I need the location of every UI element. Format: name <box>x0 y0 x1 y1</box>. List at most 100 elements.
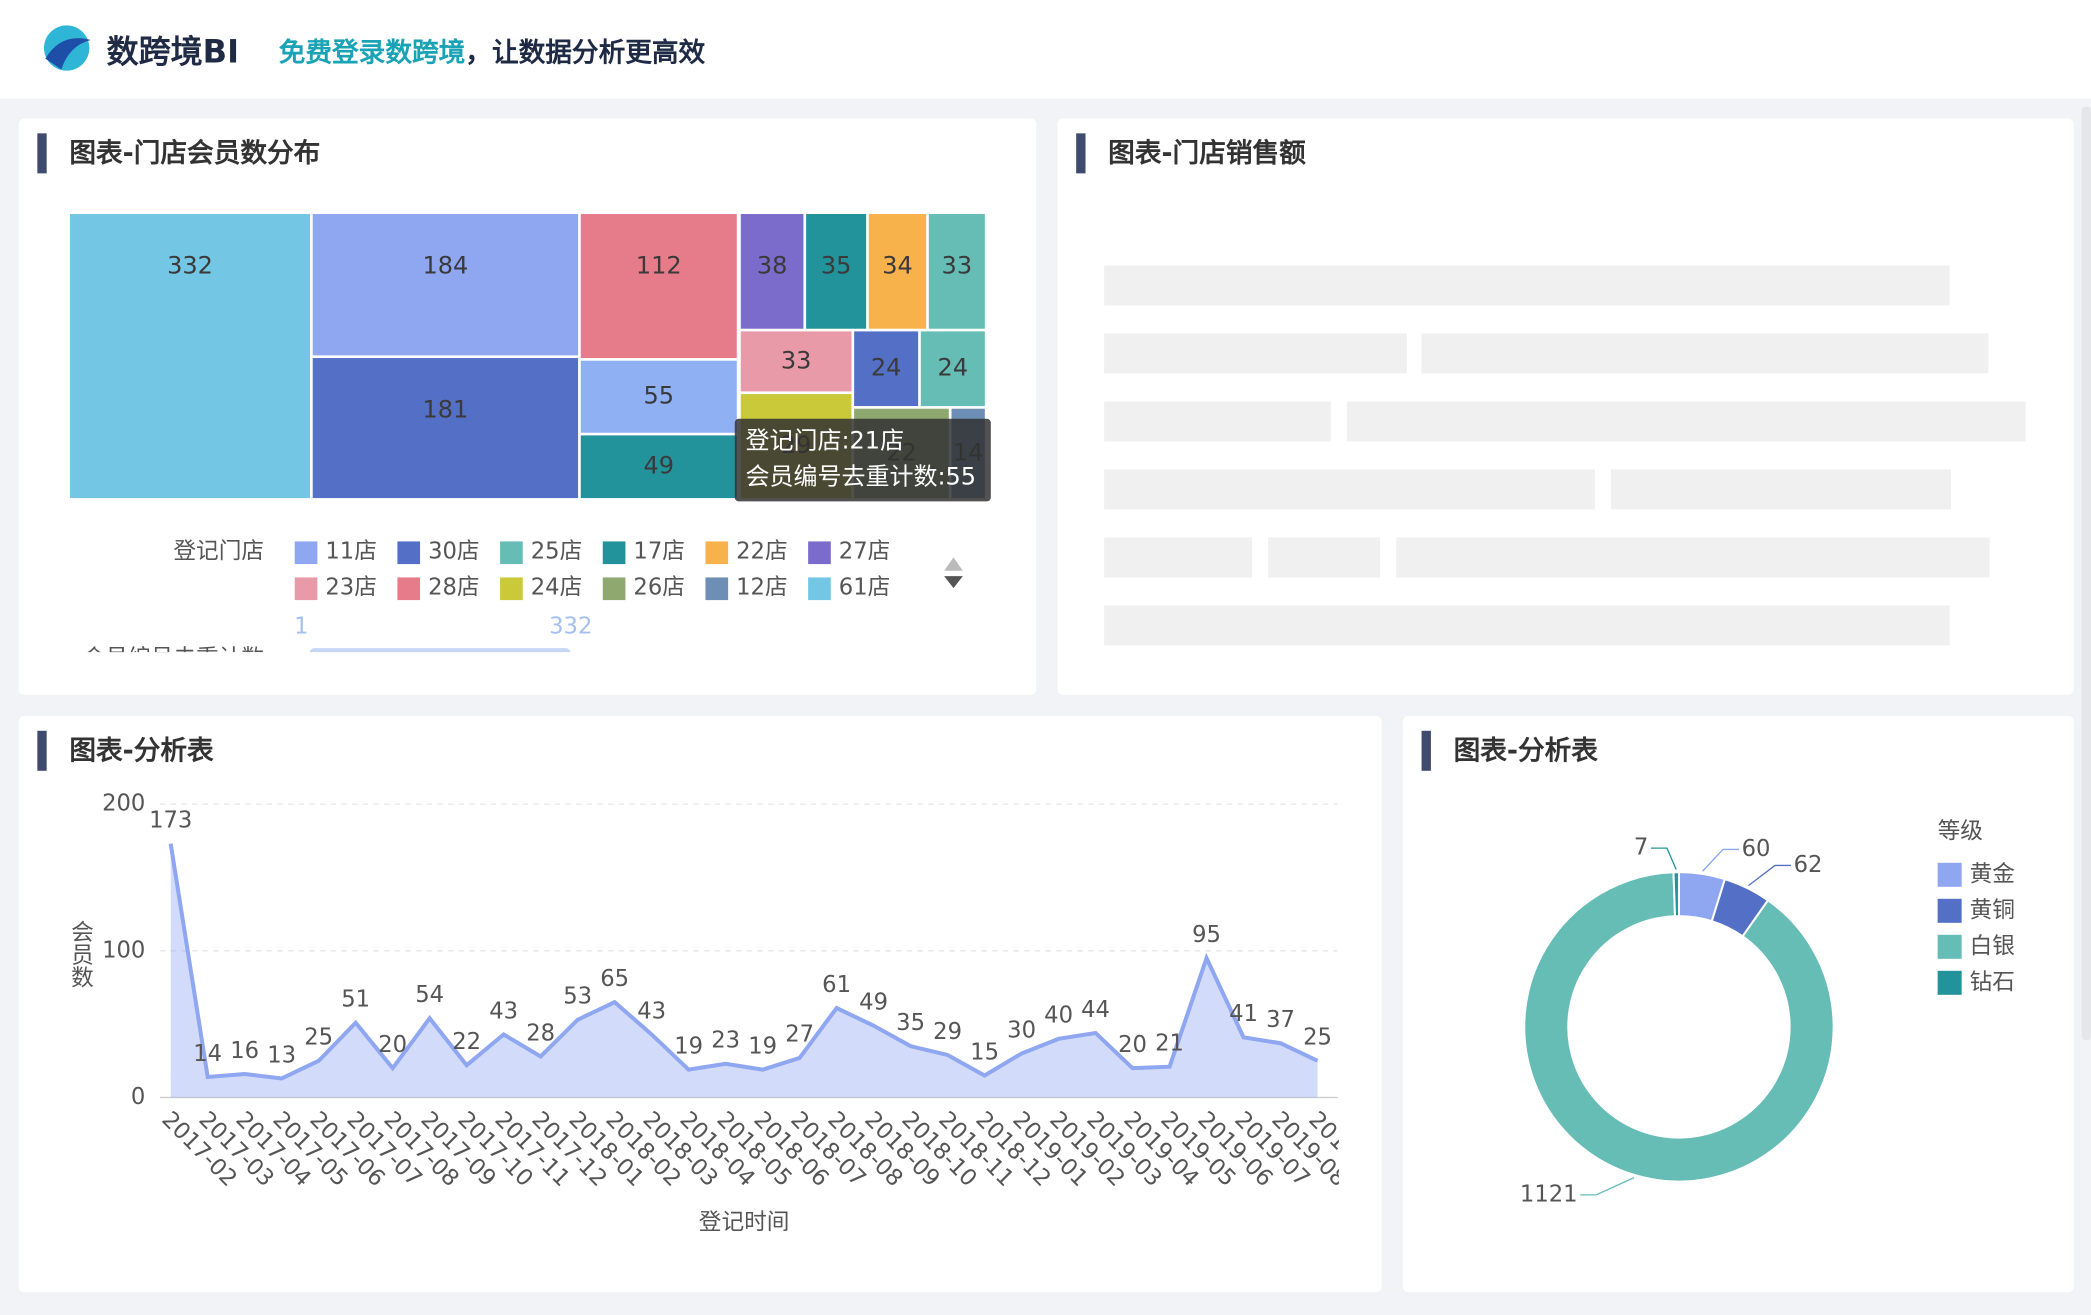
treemap-cell[interactable] <box>739 330 853 393</box>
legend-swatch[interactable] <box>705 541 729 565</box>
legend-swatch[interactable] <box>294 577 318 601</box>
legend-label[interactable]: 26店 <box>633 575 685 601</box>
legend-label[interactable]: 25店 <box>531 539 583 565</box>
value-label: 43 <box>637 998 666 1024</box>
legend-swatch[interactable] <box>808 577 831 601</box>
legend-page-down[interactable] <box>944 576 963 589</box>
value-label: 19 <box>748 1033 777 1059</box>
treemap-cell[interactable] <box>311 212 580 357</box>
treemap-cell[interactable] <box>579 434 739 500</box>
treemap-label: 112 <box>636 252 682 280</box>
value-label: 30 <box>1007 1017 1036 1043</box>
treemap-cell[interactable] <box>927 212 987 331</box>
loading-skeleton <box>1104 265 2026 646</box>
visual-map-title: 会员编号去重计数 <box>83 645 265 671</box>
skeleton-bar <box>1104 333 1407 374</box>
value-label: 27 <box>785 1022 814 1048</box>
y-tick-label: 0 <box>131 1084 145 1110</box>
visual-map-bar[interactable] <box>309 648 571 659</box>
treemap-cell[interactable] <box>852 330 920 408</box>
value-label: 20 <box>378 1032 407 1058</box>
legend-label[interactable]: 61店 <box>839 575 891 601</box>
tooltip-text: 登记门店:21店 <box>745 426 904 454</box>
treemap-cell[interactable] <box>68 212 312 500</box>
treemap-cell[interactable] <box>579 359 739 435</box>
legend-title: 等级 <box>1938 819 1983 845</box>
legend-title: 登记门店 <box>173 539 264 565</box>
legend-swatch[interactable] <box>397 541 421 565</box>
value-label: 54 <box>415 982 444 1008</box>
legend-swatch[interactable] <box>705 577 729 601</box>
value-label: 15 <box>970 1039 999 1065</box>
slogan-highlight[interactable]: 免费登录数跨境 <box>279 37 466 68</box>
skeleton-bar <box>1104 401 1331 442</box>
logo-text[interactable]: 数跨境BI <box>107 32 239 70</box>
value-label: 40 <box>1044 1003 1073 1029</box>
treemap-label: 35 <box>821 252 852 280</box>
skeleton-bar <box>1396 537 1990 578</box>
skeleton-bar <box>1104 265 1950 306</box>
legend-swatch[interactable] <box>808 541 831 565</box>
y-tick-label: 200 <box>102 791 145 817</box>
value-label: 44 <box>1081 997 1110 1023</box>
logo-icon[interactable] <box>44 25 91 71</box>
panel-title: 图表-门店会员数分布 <box>69 138 320 169</box>
skeleton-bar <box>1104 605 1950 646</box>
legend-label[interactable]: 黄铜 <box>1970 897 2015 923</box>
title-bar <box>37 133 47 174</box>
tooltip-text: 会员编号去重计数:55 <box>745 462 976 490</box>
value-label: 22 <box>452 1029 481 1055</box>
legend-label[interactable]: 27店 <box>839 539 891 565</box>
legend-label[interactable]: 22店 <box>736 539 788 565</box>
legend-swatch[interactable] <box>1937 898 1962 923</box>
logo-shape <box>45 38 91 70</box>
x-axis-title: 登记时间 <box>699 1209 790 1235</box>
treemap-label: 38 <box>757 252 788 280</box>
skeleton-bar <box>1268 537 1381 578</box>
legend-label[interactable]: 黄金 <box>1970 861 2016 887</box>
value-label: 13 <box>267 1042 296 1068</box>
legend-label[interactable]: 11店 <box>325 539 376 565</box>
value-label: 43 <box>489 998 518 1024</box>
legend-page-up[interactable] <box>944 557 963 571</box>
legend-swatch[interactable] <box>397 577 421 601</box>
panel-title: 图表-分析表 <box>1454 736 1599 767</box>
legend-label[interactable]: 白银 <box>1970 933 2015 959</box>
legend-label[interactable]: 30店 <box>428 539 479 565</box>
legend-swatch[interactable] <box>500 577 523 601</box>
donut-slice[interactable] <box>1672 871 1680 918</box>
legend-swatch[interactable] <box>602 577 626 601</box>
treemap-cell[interactable] <box>579 212 739 360</box>
treemap-cell[interactable] <box>919 330 987 408</box>
treemap-cell[interactable] <box>867 212 928 331</box>
treemap-cell[interactable] <box>311 356 580 500</box>
legend-swatch[interactable] <box>1937 862 1962 887</box>
slogan[interactable]: 免费登录数跨境，让数据分析更高效 <box>279 37 706 68</box>
y-tick-label: 100 <box>102 937 145 963</box>
value-label: 49 <box>859 989 888 1015</box>
donut-slice[interactable] <box>1523 871 1835 1183</box>
legend-swatch[interactable] <box>1937 934 1962 959</box>
value-label: 95 <box>1192 922 1221 948</box>
legend-swatch[interactable] <box>602 541 626 565</box>
treemap-cell[interactable] <box>804 212 868 331</box>
value-label: 25 <box>1303 1025 1332 1051</box>
treemap-cell[interactable] <box>739 212 805 331</box>
legend-label[interactable]: 17店 <box>633 539 685 565</box>
value-label: 53 <box>563 984 592 1010</box>
scrollbar[interactable] <box>2081 106 2091 1041</box>
legend-label[interactable]: 24店 <box>531 575 583 601</box>
legend-label[interactable]: 钻石 <box>1970 969 2015 995</box>
legend-label[interactable]: 12店 <box>736 575 788 601</box>
legend-swatch[interactable] <box>1937 970 1962 995</box>
legend-label[interactable]: 23店 <box>325 575 376 601</box>
legend-swatch[interactable] <box>500 541 523 565</box>
value-label: 20 <box>1118 1032 1147 1058</box>
treemap-label: 55 <box>644 382 675 410</box>
legend-label[interactable]: 28店 <box>428 575 479 601</box>
legend-swatch[interactable] <box>294 541 318 565</box>
y-axis-title: 会员数 <box>67 920 93 988</box>
